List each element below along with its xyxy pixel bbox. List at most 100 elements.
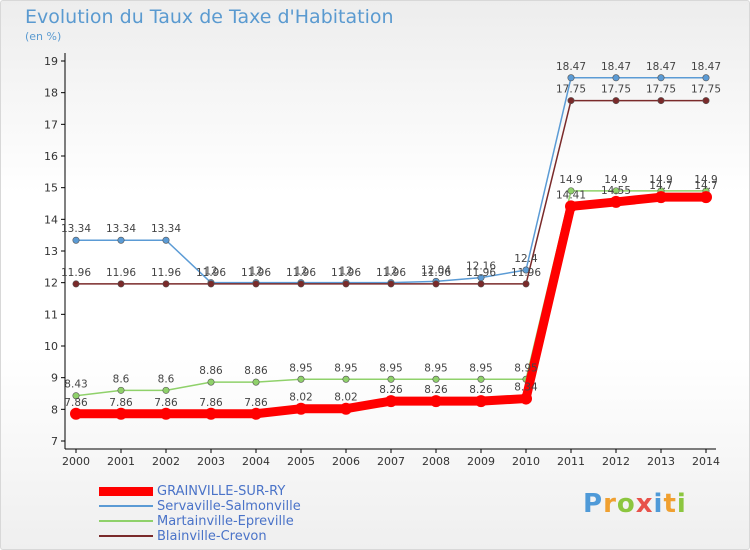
data-label: 7.86 <box>244 397 268 409</box>
data-point <box>567 74 575 82</box>
y-tick-label: 12 <box>44 277 58 290</box>
data-label: 11.96 <box>466 267 496 279</box>
data-point <box>342 280 350 288</box>
data-point <box>387 375 395 383</box>
data-label: 14.9 <box>694 174 717 186</box>
y-tick-label: 17 <box>44 118 58 131</box>
data-point <box>700 191 712 204</box>
data-point <box>432 280 440 288</box>
proxiti-logo: Proxiti <box>583 489 687 519</box>
data-point <box>72 392 80 400</box>
data-point <box>117 236 125 244</box>
data-point <box>612 187 620 195</box>
data-point <box>475 395 487 408</box>
data-label: 7.86 <box>64 397 88 409</box>
data-label: 14.9 <box>604 174 627 186</box>
data-label: 8.95 <box>379 362 402 374</box>
data-point <box>160 407 172 420</box>
x-tick-label: 2008 <box>422 455 450 468</box>
data-label: 13.34 <box>106 223 136 235</box>
data-label: 18.47 <box>556 61 586 73</box>
data-point <box>477 280 485 288</box>
x-tick-label: 2010 <box>512 455 540 468</box>
data-point <box>520 392 532 405</box>
data-label: 8.02 <box>289 392 312 404</box>
data-label: 8.95 <box>424 362 447 374</box>
data-label: 14.55 <box>601 185 631 197</box>
data-label: 14.7 <box>694 180 717 192</box>
data-label: 8.95 <box>334 362 357 374</box>
data-point <box>252 378 260 386</box>
y-tick-label: 14 <box>44 213 58 226</box>
chart-title: Evolution du Taux de Taxe d'Habitation <box>25 6 394 28</box>
x-tick-label: 2007 <box>377 455 405 468</box>
data-label: 12.16 <box>466 261 496 273</box>
data-point <box>612 97 620 105</box>
data-label: 18.47 <box>691 61 721 73</box>
data-point <box>117 386 125 394</box>
data-point <box>252 280 260 288</box>
data-label: 12.04 <box>421 264 451 276</box>
data-label: 14.41 <box>556 189 586 201</box>
data-label: 11.96 <box>106 267 136 279</box>
y-tick-label: 13 <box>44 245 58 258</box>
data-point <box>567 97 575 105</box>
data-label: 8.86 <box>244 365 268 377</box>
data-label: 11.96 <box>286 267 316 279</box>
data-point <box>162 386 170 394</box>
y-tick-label: 15 <box>44 182 58 195</box>
data-label: 8.43 <box>64 379 87 391</box>
data-label: 14.9 <box>649 174 672 186</box>
data-label: 17.75 <box>646 84 676 96</box>
data-label: 14.9 <box>559 174 582 186</box>
data-label: 8.86 <box>199 365 223 377</box>
y-tick-label: 7 <box>51 435 58 448</box>
data-label: 7.86 <box>109 397 133 409</box>
x-tick-label: 2011 <box>557 455 585 468</box>
x-tick-label: 2003 <box>197 455 225 468</box>
data-point <box>297 280 305 288</box>
x-tick-label: 2005 <box>287 455 315 468</box>
legend-label: Servaville-Salmonville <box>157 499 301 514</box>
x-tick-label: 2001 <box>107 455 135 468</box>
legend-swatch <box>99 486 153 496</box>
legend-swatch <box>99 535 153 537</box>
x-tick-label: 2004 <box>242 455 270 468</box>
data-label: 17.75 <box>556 84 586 96</box>
data-label: 18.47 <box>646 61 676 73</box>
data-point <box>432 375 440 383</box>
data-label: 7.86 <box>199 397 223 409</box>
y-tick-label: 10 <box>44 340 58 353</box>
data-label: 12 <box>384 266 397 278</box>
legend-label: GRAINVILLE-SUR-RY <box>157 484 286 499</box>
data-point <box>72 236 80 244</box>
data-label: 11.96 <box>511 267 541 279</box>
data-point <box>250 407 262 420</box>
legend-swatch <box>99 505 153 507</box>
data-point <box>162 236 170 244</box>
x-tick-label: 2014 <box>692 455 720 468</box>
data-label: 11.96 <box>421 267 451 279</box>
data-point <box>657 97 665 105</box>
y-tick-label: 9 <box>51 372 58 385</box>
data-label: 12 <box>204 266 217 278</box>
data-point <box>207 378 215 386</box>
data-label: 11.96 <box>241 267 271 279</box>
data-label: 13.34 <box>151 223 181 235</box>
data-point <box>610 195 622 208</box>
data-label: 8.02 <box>334 392 357 404</box>
data-point <box>72 280 80 288</box>
data-label: 18.47 <box>601 61 631 73</box>
data-point <box>205 407 217 420</box>
data-label: 17.75 <box>601 84 631 96</box>
data-label: 11.96 <box>196 267 226 279</box>
data-point <box>477 375 485 383</box>
data-point <box>342 375 350 383</box>
data-point <box>387 280 395 288</box>
data-point <box>657 74 665 82</box>
data-point <box>297 375 305 383</box>
data-point <box>295 402 307 415</box>
data-label: 11.96 <box>376 267 406 279</box>
y-tick-label: 19 <box>44 55 58 68</box>
